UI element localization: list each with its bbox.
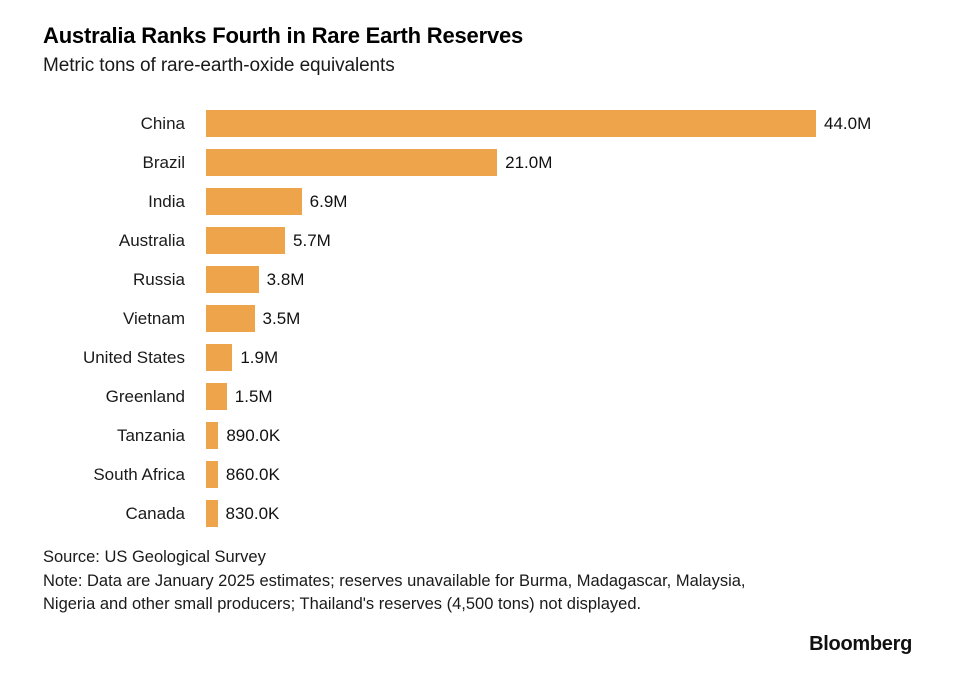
chart-row: India 6.9M [43,188,912,216]
bar-value-label: 3.5M [262,308,301,328]
bar [206,383,227,411]
bar [206,500,218,528]
bloomberg-logo: Bloomberg [809,633,912,655]
bar-label: Greenland [105,386,185,406]
chart-row: Tanzania 890.0K [43,422,912,450]
bar-track: 3.5M [206,305,912,333]
bar-value-label: 5.7M [293,230,331,250]
bar-value-label: 3.8M [266,269,305,289]
bar-label: India [148,191,185,211]
bar-label: United States [82,347,185,367]
chart-row: South Africa 860.0K [43,461,912,489]
source-text: Source: US Geological Survey [43,548,266,567]
bar-track: 1.9M [206,344,912,372]
chart-row: Australia 5.7M [43,227,912,255]
bar-label: Brazil [142,152,185,172]
bar-label: Canada [125,503,185,523]
bar [206,110,816,138]
bar-label: Vietnam [122,308,185,328]
bar [206,422,219,450]
bar-value-label: 44.0M [824,113,872,133]
chart-row: Canada 830.0K [43,500,912,528]
bar-value-label: 6.9M [309,191,348,211]
bar-track: 21.0M [206,149,912,177]
chart-row: Vietnam 3.5M [43,305,912,333]
bar-value-label: 890.0K [226,425,281,445]
note-text: Note: Data are January 2025 estimates; r… [43,572,746,613]
bar-value-label: 1.5M [234,386,273,406]
bar [206,305,255,333]
bar-label: Russia [133,269,185,289]
bar [206,149,498,177]
chart-subtitle: Metric tons of rare-earth-oxide equivale… [43,55,395,77]
bar-value-label: 21.0M [505,152,553,172]
bar-value-label: 830.0K [225,503,280,523]
bar-label: Australia [118,230,185,250]
bar-track: 3.8M [206,266,912,294]
bar [206,266,259,294]
bar-track: 860.0K [206,461,912,489]
bar-track: 44.0M [206,110,912,138]
bar [206,461,218,489]
bar [206,188,302,216]
chart-title: Australia Ranks Fourth in Rare Earth Res… [43,23,524,48]
bar-label: Tanzania [116,425,185,445]
bar-track: 890.0K [206,422,912,450]
chart-row: Greenland 1.5M [43,383,912,411]
bar-value-label: 1.9M [240,347,279,367]
chart-row: Brazil 21.0M [43,149,912,177]
bar-chart: China 44.0M Brazil 21.0M India 6.9M Australia 5… [43,110,912,528]
chart-row: United States 1.9M [43,344,912,372]
chart-footer: Source: US Geological Survey Note: Data … [43,546,912,615]
bar [206,227,286,255]
bar-track: 1.5M [206,383,912,411]
bar-label: China [140,113,185,133]
bar-track: 5.7M [206,227,912,255]
bar-value-label: 860.0K [225,464,280,484]
bar [206,344,233,372]
bar-track: 830.0K [206,500,912,528]
bar-label: South Africa [93,464,185,484]
bar-track: 6.9M [206,188,912,216]
chart-row: Russia 3.8M [43,266,912,294]
chart-row: China 44.0M [43,110,912,138]
